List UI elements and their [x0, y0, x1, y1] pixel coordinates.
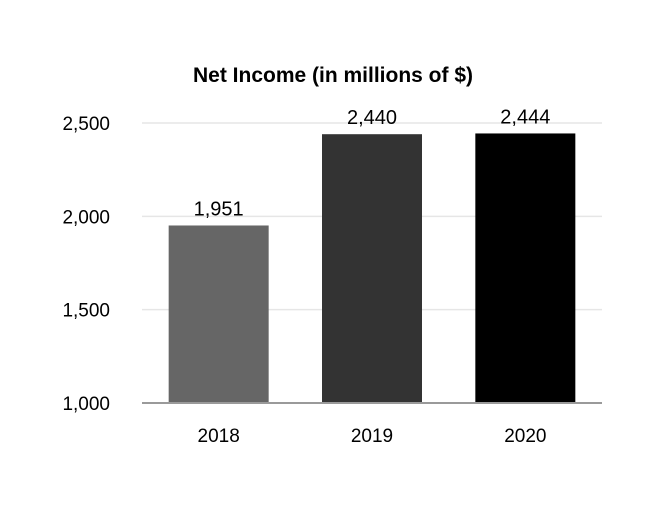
y-tick-label: 2,000: [62, 207, 110, 228]
bar-2019: [322, 134, 422, 403]
y-tick-label: 2,500: [62, 114, 110, 135]
data-label-2020: 2,444: [500, 106, 550, 128]
y-axis-ticks: 1,000 1,500 2,000 2,500: [62, 114, 110, 415]
bars: [168, 133, 576, 403]
x-tick-label-2018: 2018: [198, 426, 240, 447]
bar-2020: [475, 133, 576, 403]
y-tick-label: 1,500: [62, 301, 110, 322]
data-label-2018: 1,951: [194, 198, 244, 220]
chart-title: Net Income (in millions of $): [193, 64, 473, 87]
x-tick-label-2019: 2019: [351, 426, 393, 447]
y-tick-label: 1,000: [62, 394, 110, 415]
x-tick-label-2020: 2020: [504, 426, 546, 447]
data-label-2019: 2,440: [347, 107, 397, 129]
x-axis-ticks: 2018 2019 2020: [198, 426, 547, 447]
data-labels: 1,951 2,440 2,444: [194, 106, 551, 220]
bar-2018: [168, 225, 269, 403]
